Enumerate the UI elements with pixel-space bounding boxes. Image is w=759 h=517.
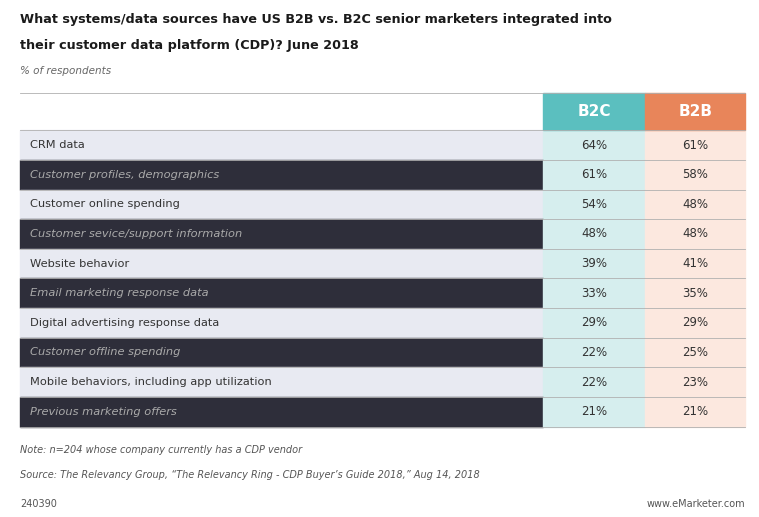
Text: Source: The Relevancy Group, “The Relevancy Ring - CDP Buyer’s Guide 2018,” Aug : Source: The Relevancy Group, “The Releva…	[20, 470, 480, 480]
Text: 22%: 22%	[581, 375, 607, 389]
Text: Customer online spending: Customer online spending	[30, 200, 179, 209]
Text: 61%: 61%	[682, 139, 708, 151]
Text: 21%: 21%	[581, 405, 607, 418]
Text: B2B: B2B	[679, 104, 712, 119]
Text: their customer data platform (CDP)? June 2018: their customer data platform (CDP)? June…	[20, 39, 359, 52]
Text: www.eMarketer.com: www.eMarketer.com	[647, 499, 745, 509]
Text: 35%: 35%	[682, 287, 708, 300]
Text: 21%: 21%	[682, 405, 708, 418]
Text: Mobile behaviors, including app utilization: Mobile behaviors, including app utilizat…	[30, 377, 272, 387]
Text: 64%: 64%	[581, 139, 607, 151]
Text: 23%: 23%	[682, 375, 708, 389]
Text: 61%: 61%	[581, 168, 607, 181]
Text: CRM data: CRM data	[30, 140, 84, 150]
Text: Email marketing response data: Email marketing response data	[30, 288, 208, 298]
Text: 29%: 29%	[682, 316, 708, 329]
Text: 54%: 54%	[581, 198, 607, 211]
Text: 33%: 33%	[581, 287, 607, 300]
Text: 48%: 48%	[581, 227, 607, 240]
Text: Note: n=204 whose company currently has a CDP vendor: Note: n=204 whose company currently has …	[20, 445, 303, 454]
Text: 39%: 39%	[581, 257, 607, 270]
Text: 22%: 22%	[581, 346, 607, 359]
Text: 48%: 48%	[682, 198, 708, 211]
Text: 29%: 29%	[581, 316, 607, 329]
Text: 25%: 25%	[682, 346, 708, 359]
Text: B2C: B2C	[577, 104, 611, 119]
Text: Digital advertising response data: Digital advertising response data	[30, 318, 219, 328]
Text: Website behavior: Website behavior	[30, 258, 129, 269]
Text: Customer sevice/support information: Customer sevice/support information	[30, 229, 242, 239]
Text: What systems/data sources have US B2B vs. B2C senior marketers integrated into: What systems/data sources have US B2B vs…	[20, 13, 613, 26]
Text: % of respondents: % of respondents	[20, 66, 112, 75]
Text: Previous marketing offers: Previous marketing offers	[30, 407, 176, 417]
Text: Customer offline spending: Customer offline spending	[30, 347, 180, 357]
Text: 240390: 240390	[20, 499, 58, 509]
Text: 48%: 48%	[682, 227, 708, 240]
Text: 58%: 58%	[682, 168, 708, 181]
Text: 41%: 41%	[682, 257, 708, 270]
Text: Customer profiles, demographics: Customer profiles, demographics	[30, 170, 219, 180]
